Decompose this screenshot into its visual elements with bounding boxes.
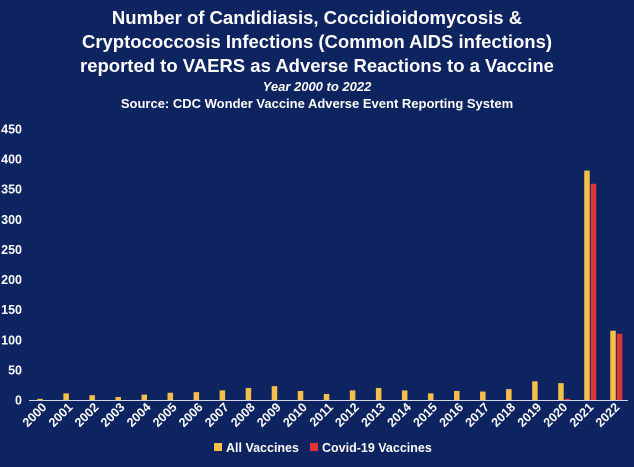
bar-all-vaccines-2013	[375, 387, 382, 400]
x-tick-label: 2017	[463, 400, 493, 430]
y-tick-label: 400	[1, 153, 22, 167]
bar-all-vaccines-2017	[480, 391, 486, 400]
y-tick-label: 150	[1, 303, 22, 317]
x-tick-label: 2019	[515, 400, 545, 430]
bar-all-vaccines-2007	[219, 390, 226, 400]
y-tick-label: 0	[15, 394, 22, 408]
x-tick-label: 2013	[358, 400, 388, 430]
chart-title-line-2: Cryptococcosis Infections (Common AIDS i…	[81, 31, 553, 52]
x-tick-label: 2012	[332, 400, 362, 430]
chart-title-block: Number of Candidiasis, Coccidioidomycosi…	[0, 6, 634, 112]
x-tick-label: 2010	[280, 400, 310, 430]
x-tick-label: 2009	[254, 400, 284, 430]
bar-all-vaccines-2004	[141, 394, 147, 400]
x-tick-label: 2011	[307, 400, 336, 429]
x-tick-label: 2007	[202, 400, 232, 430]
bar-all-vaccines-2014	[401, 390, 408, 400]
chart-source: Source: CDC Wonder Vaccine Adverse Event…	[120, 96, 514, 111]
x-tick-label: 2018	[489, 400, 519, 430]
y-tick-label: 250	[1, 243, 22, 257]
bar-all-vaccines-2006	[193, 392, 200, 400]
legend-label-all-vaccines: All Vaccines	[226, 441, 299, 455]
x-tick-label: 2004	[124, 400, 154, 430]
bar-all-vaccines-2012	[349, 390, 356, 400]
x-tick-label: 2005	[150, 400, 180, 430]
bar-all-vaccines-2003	[115, 396, 121, 400]
bar-all-vaccines-2011	[323, 393, 330, 400]
x-tick-label: 2020	[541, 400, 571, 430]
bar-all-vaccines-2005	[167, 392, 174, 400]
bar-all-vaccines-2001	[63, 393, 69, 400]
bar-all-vaccines-2016	[454, 390, 460, 400]
legend-swatch-covid-19-vaccines	[310, 443, 318, 451]
bar-covid-19-vaccines-2021	[590, 183, 597, 400]
bar-all-vaccines-2008	[245, 387, 252, 400]
y-tick-label: 200	[1, 273, 22, 287]
bar-all-vaccines-2020	[558, 383, 564, 400]
x-tick-label: 2008	[228, 400, 258, 430]
bar-all-vaccines-2019	[532, 381, 538, 400]
chart-title-line-3: reported to VAERS as Adverse Reactions t…	[80, 55, 554, 76]
bar-all-vaccines-2002	[89, 395, 95, 400]
x-tick-label: 2016	[437, 400, 467, 430]
x-tick-label: 2001	[46, 400, 76, 430]
bar-all-vaccines-2010	[297, 390, 304, 400]
y-tick-label: 450	[1, 123, 22, 137]
x-tick-label: 2014	[384, 400, 414, 430]
x-tick-label: 2003	[98, 400, 128, 430]
bar-all-vaccines-2015	[427, 393, 434, 400]
bar-covid-19-vaccines-2020	[564, 398, 571, 400]
chart-title-line-1: Number of Candidiasis, Coccidioidomycosi…	[111, 7, 523, 28]
bar-all-vaccines-2000	[37, 398, 43, 400]
bar-all-vaccines-2018	[506, 389, 512, 400]
bar-all-vaccines-2009	[271, 386, 278, 400]
x-tick-label: 2000	[20, 400, 50, 430]
x-tick-label: 2015	[411, 400, 441, 430]
x-tick-label: 2002	[72, 400, 102, 430]
x-tick-label: 2021	[567, 400, 597, 430]
bar-covid-19-vaccines-2022	[616, 333, 623, 400]
legend-label-covid-19-vaccines: Covid-19 Vaccines	[322, 441, 432, 455]
bar-all-vaccines-2022	[610, 330, 616, 400]
bar-all-vaccines-2021	[584, 170, 590, 400]
x-tick-label: 2006	[176, 400, 206, 430]
y-tick-label: 350	[1, 183, 22, 197]
x-tick-label: 2022	[593, 400, 623, 430]
y-tick-label: 300	[1, 213, 22, 227]
legend-swatch-all-vaccines	[214, 443, 222, 451]
chart-subtitle: Year 2000 to 2022	[262, 79, 372, 94]
y-tick-label: 100	[1, 333, 22, 347]
y-tick-label: 50	[8, 363, 22, 377]
